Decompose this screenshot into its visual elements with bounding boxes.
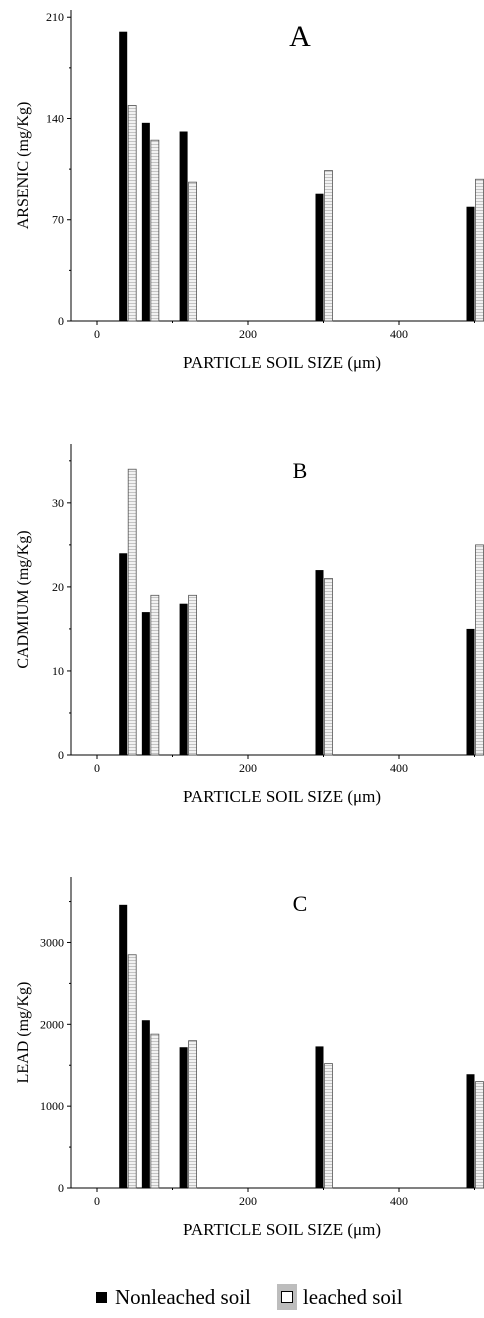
bar-nonleached [141,1020,150,1188]
bar-nonleached [179,1047,188,1188]
y-tick-label: 2000 [40,1017,64,1031]
x-axis-label: PARTICLE SOIL SIZE (μm) [183,353,381,372]
x-tick-label: 400 [390,327,408,341]
legend-swatch-leached [280,1291,293,1303]
y-tick-label: 0 [58,314,64,328]
y-tick-label: 210 [46,10,64,24]
bar-nonleached [466,1074,475,1188]
y-tick-label: 30 [52,496,64,510]
x-tick-label: 0 [94,761,100,775]
y-tick-label: 70 [52,213,64,227]
bar-leached [324,1063,333,1189]
x-tick-label: 0 [94,327,100,341]
x-tick-label: 400 [390,1194,408,1208]
legend-swatch-leached-bg [276,1284,297,1310]
x-tick-label: 0 [94,1194,100,1208]
bar-leached [150,139,160,322]
bar-leached [150,1033,160,1189]
y-tick-label: 140 [46,111,64,125]
legend-label-nonleached: Nonleached soil [115,1284,251,1309]
x-axis-label: PARTICLE SOIL SIZE (μm) [183,787,381,806]
x-tick-label: 200 [239,327,257,341]
bar-nonleached [466,206,475,321]
legend-swatch-nonleached [96,1291,107,1303]
bar-nonleached [119,31,128,322]
bar-nonleached [315,1046,324,1188]
bar-leached [127,105,137,322]
bar-nonleached [119,553,128,755]
bar-leached [188,181,198,322]
bar-leached [324,170,333,322]
bar-nonleached [119,904,128,1188]
legend-label-leached: leached soil [302,1284,403,1309]
bar-leached [188,1040,198,1189]
x-tick-label: 200 [239,1194,257,1208]
x-tick-label: 200 [239,761,257,775]
bar-nonleached [179,603,188,755]
bar-leached [475,1081,484,1189]
y-tick-label: 0 [58,748,64,762]
bar-leached [188,594,198,756]
bar-nonleached [466,628,475,755]
bar-leached [475,178,484,322]
legend-item-leached: leached soil [276,1284,403,1310]
bar-nonleached [315,570,324,755]
bar-leached [150,594,160,756]
legend: Nonleached soil leached soil [96,1282,476,1312]
panel-label: A [289,20,311,53]
bar-leached [127,954,137,1189]
y-tick-label: 1000 [40,1099,64,1113]
bar-leached [475,544,484,756]
y-axis-label: ARSENIC (mg/Kg) [15,102,32,230]
x-tick-label: 400 [390,761,408,775]
bar-nonleached [141,122,150,321]
y-tick-label: 20 [52,580,64,594]
bar-nonleached [141,612,150,755]
legend-item-nonleached: Nonleached soil [96,1285,251,1310]
panel-a-arsenic: 0 70 140 210 0 200 400 A PARTICLE SOIL SIZE (μm)… [15,10,484,372]
y-tick-label: 3000 [40,935,64,949]
panel-label: C [293,891,308,916]
bar-nonleached [315,193,324,321]
panel-b-cadmium: 0 10 20 30 0 200 400 B PARTICLE SOIL SIZE (μm) CA… [15,444,484,806]
y-axis-label: CADMIUM (mg/Kg) [15,530,32,668]
panel-label: B [293,458,308,483]
bar-leached [127,468,137,756]
bar-leached [324,578,333,756]
bar-nonleached [179,131,188,321]
y-axis-label: LEAD (mg/Kg) [15,982,32,1084]
y-tick-label: 0 [58,1181,64,1195]
y-tick-label: 10 [52,664,64,678]
x-axis-label: PARTICLE SOIL SIZE (μm) [183,1220,381,1239]
panel-c-lead: 0 1000 2000 3000 0 200 400 C PARTICLE SOIL SIZE … [15,877,484,1239]
